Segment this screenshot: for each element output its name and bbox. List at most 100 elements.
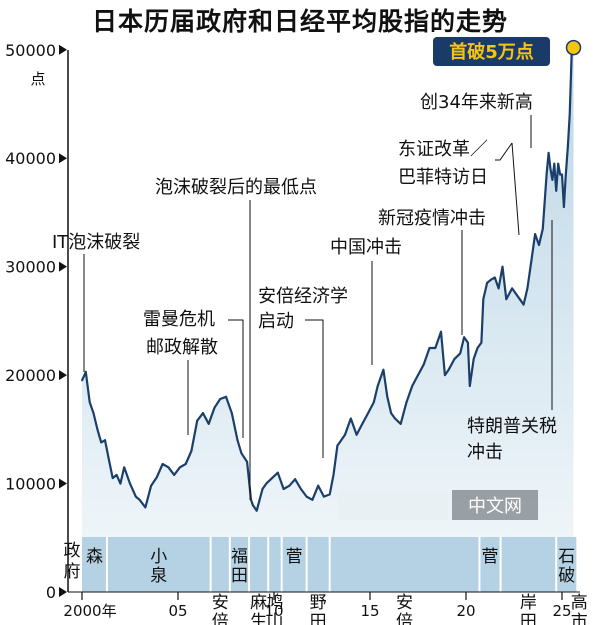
data-point: [482, 298, 485, 301]
government-name: 泉: [150, 566, 167, 586]
data-point: [399, 423, 402, 425]
data-point: [545, 173, 548, 176]
data-point: [349, 417, 352, 420]
data-point: [440, 330, 442, 333]
annotation-label: 巴菲特访日: [398, 167, 488, 188]
data-point: [255, 509, 258, 512]
data-point: [88, 401, 91, 404]
data-point: [566, 146, 569, 149]
highlight-dot: [565, 39, 582, 56]
government-row-label: 府: [64, 562, 81, 582]
data-point: [115, 474, 118, 476]
data-point: [328, 493, 331, 496]
data-point: [323, 495, 325, 498]
data-point: [294, 478, 296, 481]
data-point: [271, 477, 273, 479]
government-name: 岸: [520, 593, 537, 613]
data-point: [361, 423, 364, 425]
watermark-box: [452, 490, 538, 520]
data-point: [538, 244, 540, 246]
data-point: [490, 278, 492, 281]
data-point: [246, 461, 249, 463]
y-tick-marker: [59, 478, 67, 489]
data-point: [551, 179, 554, 181]
data-point: [505, 298, 508, 301]
data-point: [252, 504, 254, 507]
annotation-label: IT泡沫破裂: [52, 232, 140, 253]
annotation-label: 邮政解散: [146, 337, 218, 358]
data-point: [190, 450, 193, 452]
y-tick-marker: [59, 587, 67, 597]
government-name: 田: [520, 612, 537, 625]
data-point: [123, 466, 126, 469]
x-tick-label: 2000年: [63, 602, 116, 620]
data-point: [447, 368, 450, 371]
data-point: [559, 173, 561, 176]
data-point: [515, 292, 517, 295]
data-point: [355, 433, 358, 436]
government-name: 生: [250, 612, 267, 625]
data-point: [288, 484, 291, 487]
data-point: [530, 260, 533, 263]
data-point: [480, 341, 483, 344]
government-name: 石: [558, 547, 575, 567]
y-tick-label: 30000: [5, 258, 56, 277]
data-point: [261, 488, 264, 490]
data-point: [476, 347, 479, 349]
data-point: [534, 233, 536, 236]
data-point: [543, 200, 546, 203]
data-point: [92, 412, 95, 414]
data-point: [563, 206, 565, 208]
government-name: 破: [558, 566, 575, 586]
data-point: [472, 358, 475, 360]
x-tick-label: 20: [456, 602, 475, 620]
y-tick-marker: [59, 261, 67, 272]
series-line: [80, 47, 575, 512]
data-point: [265, 482, 268, 485]
data-point: [236, 439, 239, 442]
watermark: 中文网: [338, 490, 538, 520]
data-point: [434, 347, 437, 349]
data-point: [568, 114, 571, 116]
data-point: [553, 162, 556, 165]
highlight-badge: [433, 37, 550, 66]
government-band: 森小泉安倍福田麻生鸠山菅野田安倍菅岸田石破高市: [82, 537, 588, 625]
data-point: [405, 401, 408, 404]
data-point: [213, 406, 216, 409]
data-point: [225, 395, 227, 398]
government-name: 福: [231, 547, 248, 567]
data-point: [549, 168, 552, 171]
data-point: [394, 417, 396, 420]
watermark-text: 中文网: [468, 496, 522, 517]
data-point: [497, 287, 500, 290]
data-point: [453, 358, 456, 360]
x-tick-label: 10: [264, 602, 283, 620]
data-point: [376, 385, 379, 387]
x-tick-label: 25: [552, 602, 571, 620]
government-name: 倍: [212, 612, 229, 625]
x-tick-label: 05: [168, 602, 187, 620]
data-point: [493, 276, 496, 279]
data-point: [96, 428, 99, 431]
data-point: [332, 474, 335, 476]
annotation-label: 创34年来新高: [420, 92, 533, 113]
annotation-label: 东证改革／: [398, 139, 488, 160]
annotation-leader: [511, 142, 520, 236]
data-point: [444, 374, 446, 376]
data-point: [428, 347, 431, 349]
government-name: 森: [86, 547, 103, 567]
y-tick-label: 40000: [5, 149, 56, 168]
data-point: [463, 336, 465, 339]
annotation-label: 启动: [258, 311, 294, 332]
government-name: 安: [212, 593, 229, 613]
data-point: [144, 506, 147, 509]
annotation-label: 泡沫破裂后的最低点: [155, 177, 317, 198]
annotation-leader: [228, 319, 244, 438]
government-name: 鸠: [266, 593, 283, 613]
government-name: 山: [266, 612, 283, 625]
data-point: [202, 412, 204, 414]
data-point: [467, 341, 469, 344]
data-point: [250, 498, 252, 501]
data-point: [207, 423, 210, 425]
